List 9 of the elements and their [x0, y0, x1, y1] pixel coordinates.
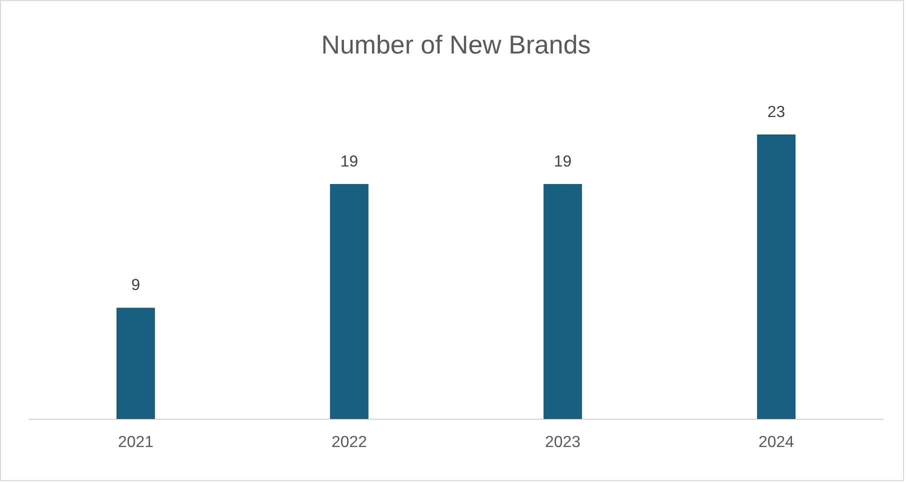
- x-tick-label: 2022: [331, 434, 368, 451]
- data-label: 9: [131, 277, 140, 294]
- data-label: 19: [554, 153, 572, 170]
- chart-title: Number of New Brands: [321, 32, 591, 60]
- x-tick-label: 2023: [545, 434, 581, 451]
- x-tick-label: 2024: [758, 434, 794, 451]
- x-tick-label: 2021: [118, 434, 154, 451]
- data-label: 19: [340, 153, 358, 170]
- data-label: 23: [767, 104, 786, 121]
